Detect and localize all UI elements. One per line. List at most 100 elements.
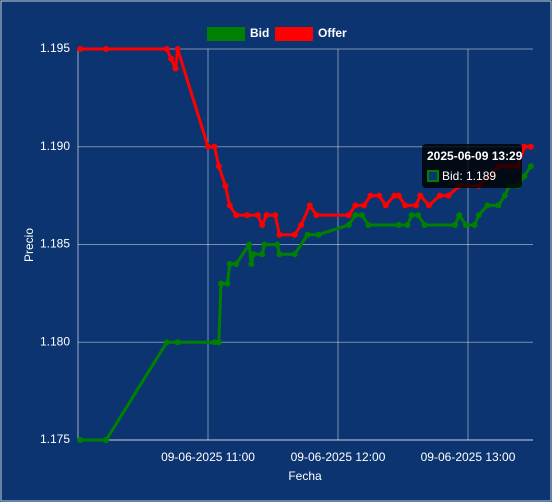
point: [259, 251, 266, 258]
point: [211, 339, 218, 346]
point: [421, 221, 428, 228]
point: [395, 221, 402, 228]
point: [298, 221, 305, 228]
legend: Bid Offer: [207, 26, 347, 41]
x-tick-label: 09-06-2025 13:00: [421, 450, 516, 464]
point: [291, 251, 298, 258]
point: [382, 202, 389, 209]
point: [391, 192, 398, 199]
point: [103, 437, 110, 443]
point: [415, 212, 422, 219]
point: [345, 221, 352, 228]
point: [306, 202, 313, 209]
point: [224, 280, 231, 287]
point: [272, 212, 279, 219]
point: [168, 55, 175, 62]
point: [218, 280, 224, 287]
point: [244, 212, 250, 219]
tooltip-label: Bid: 1.189: [442, 169, 496, 183]
point: [248, 261, 255, 268]
tooltip: 2025-06-09 13:29 Bid: 1.189: [422, 144, 523, 188]
legend-label: Bid: [250, 26, 269, 40]
point: [358, 212, 365, 219]
legend-label: Offer: [318, 26, 347, 40]
point: [367, 192, 374, 199]
point: [462, 221, 469, 228]
point: [456, 212, 463, 219]
point: [313, 212, 320, 219]
point: [408, 212, 415, 219]
point: [103, 46, 110, 52]
point: [163, 46, 170, 52]
point: [274, 241, 281, 248]
point: [426, 202, 432, 209]
point: [215, 339, 222, 346]
point: [233, 261, 240, 268]
point: [276, 251, 283, 258]
legend-swatch[interactable]: [207, 27, 245, 41]
point: [495, 202, 502, 209]
point: [445, 192, 452, 199]
y-tick-label: 1.180: [40, 334, 70, 348]
point: [250, 251, 257, 258]
x-axis-label: Fecha: [288, 469, 322, 483]
point: [315, 231, 322, 238]
point: [304, 231, 311, 238]
point: [484, 202, 491, 209]
point: [226, 261, 233, 268]
point: [436, 192, 443, 199]
point: [402, 202, 409, 209]
point: [521, 143, 528, 150]
point: [163, 339, 170, 346]
point: [254, 212, 261, 219]
y-tick-label: 1.195: [40, 41, 70, 55]
y-tick-label: 1.185: [40, 237, 70, 251]
point: [417, 192, 424, 199]
point: [501, 192, 508, 199]
point: [246, 241, 253, 248]
point: [226, 202, 233, 209]
point: [352, 202, 359, 209]
point: [365, 221, 372, 228]
point: [395, 192, 402, 199]
point: [521, 173, 528, 180]
point: [174, 339, 181, 346]
point: [404, 221, 411, 228]
point: [276, 231, 283, 238]
y-tick-label: 1.190: [40, 139, 70, 153]
x-tick-label: 09-06-2025 11:00: [161, 450, 255, 464]
point: [527, 143, 534, 150]
point: [205, 143, 211, 150]
point: [471, 221, 478, 228]
point: [345, 212, 352, 219]
point: [77, 437, 84, 443]
tooltip-title: 2025-06-09 13:29: [427, 149, 523, 163]
point: [77, 46, 84, 52]
legend-swatch[interactable]: [275, 27, 313, 41]
point: [222, 182, 229, 189]
point: [211, 143, 218, 150]
x-tick-label: 09-06-2025 12:00: [291, 450, 386, 464]
tooltip-box: [422, 144, 522, 188]
point: [263, 212, 270, 219]
point: [413, 202, 419, 209]
point: [452, 221, 458, 228]
point: [215, 163, 222, 170]
point: [376, 192, 383, 199]
y-tick-label: 1.175: [40, 432, 70, 446]
point: [174, 46, 181, 52]
y-axis-label: Precio: [22, 228, 36, 262]
tooltip-swatch: [427, 170, 439, 182]
point: [361, 202, 367, 209]
point: [527, 163, 534, 170]
point: [261, 241, 268, 248]
point: [291, 231, 298, 238]
point: [259, 221, 266, 228]
point: [352, 212, 359, 219]
point: [172, 65, 179, 72]
point: [475, 212, 482, 219]
